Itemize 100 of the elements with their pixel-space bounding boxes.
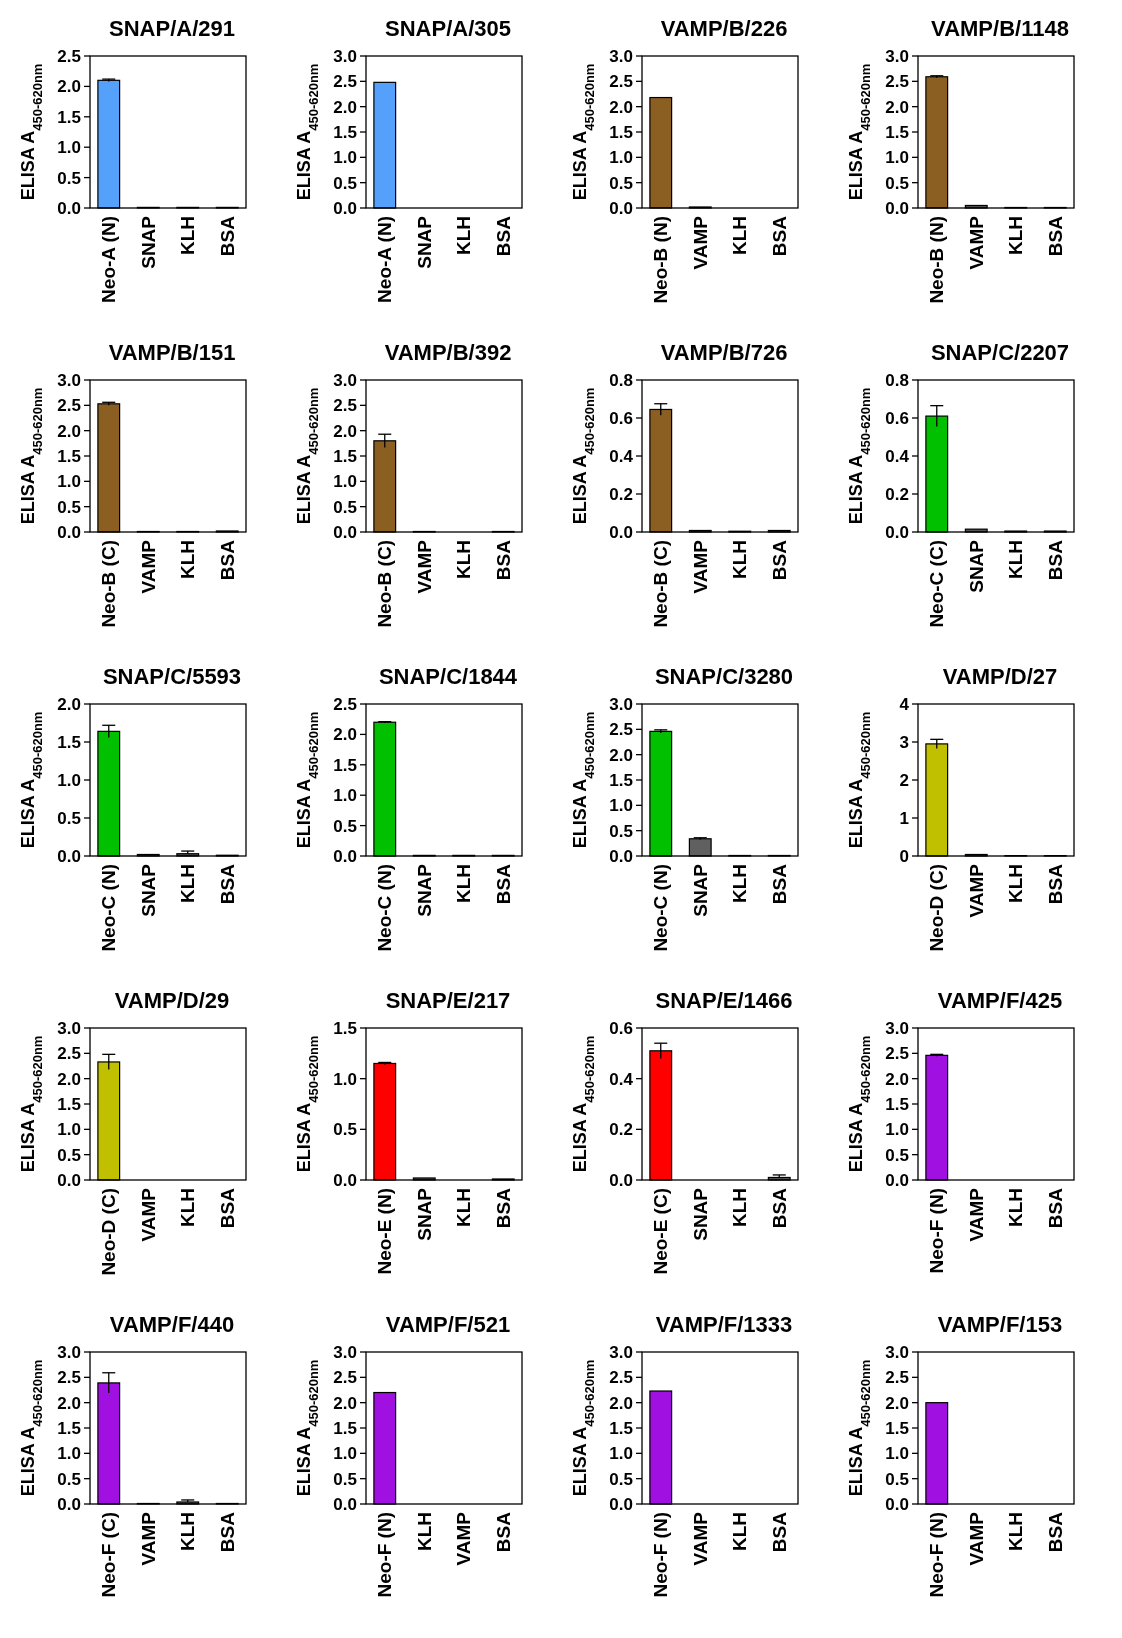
- y-tick-label: 4: [899, 694, 910, 714]
- y-tick-label: 3.0: [333, 370, 357, 390]
- x-tick-label: Neo-D (C): [926, 864, 948, 952]
- y-tick-label: 1.0: [885, 1120, 909, 1140]
- x-tick-label: Neo-F (N): [926, 1512, 948, 1598]
- x-tick-label: KLH: [1005, 1512, 1027, 1552]
- y-tick-label: 2.5: [57, 1044, 81, 1064]
- chart-title: VAMP/F/521: [385, 1312, 511, 1337]
- chart-title: VAMP/F/440: [109, 1312, 235, 1337]
- y-tick-label: 0.0: [57, 1494, 81, 1514]
- x-tick-label: VAMP: [413, 539, 435, 594]
- x-tick-label: BSA: [768, 1187, 790, 1229]
- y-tick-label: 1.5: [57, 1418, 81, 1438]
- y-tick-label: 0.0: [609, 198, 633, 218]
- y-tick-label: 0.0: [609, 1494, 633, 1514]
- x-tick-label: BSA: [216, 539, 238, 581]
- x-tick-label: SNAP: [413, 863, 435, 917]
- x-tick-label: SNAP: [137, 215, 159, 269]
- y-tick-label: 2.5: [885, 72, 909, 92]
- y-tick-label: 0.5: [333, 173, 357, 193]
- chart-title: VAMP/F/1333: [655, 1312, 793, 1337]
- y-tick-label: 1.0: [609, 796, 633, 816]
- y-tick-label: 1.0: [333, 472, 357, 492]
- y-tick-label: 2.0: [885, 1393, 909, 1413]
- y-tick-label: 0.0: [885, 198, 909, 218]
- x-tick-label: Neo-E (N): [374, 1188, 396, 1275]
- y-tick-label: 0.5: [333, 497, 357, 517]
- y-tick-label: 0.0: [609, 1170, 633, 1190]
- y-tick-label: 2.5: [333, 396, 357, 416]
- y-tick-label: 0.2: [609, 484, 633, 504]
- x-tick-label: KLH: [177, 216, 199, 256]
- y-tick-label: 3.0: [609, 694, 633, 714]
- chart-title: VAMP/B/392: [384, 340, 512, 365]
- x-tick-label: BSA: [1044, 539, 1066, 581]
- y-tick-label: 0.5: [885, 173, 909, 193]
- x-tick-label: BSA: [1044, 1511, 1066, 1553]
- y-tick-label: 1.5: [333, 1418, 357, 1438]
- x-tick-label: KLH: [729, 540, 751, 580]
- y-tick-label: 0.8: [609, 370, 633, 390]
- x-tick-label: KLH: [177, 1188, 199, 1228]
- x-tick-label: Neo-E (C): [650, 1188, 672, 1275]
- y-tick-label: 1.5: [609, 122, 633, 142]
- x-tick-label: KLH: [1005, 864, 1027, 904]
- x-tick-label: BSA: [1044, 863, 1066, 905]
- y-tick-label: 3.0: [57, 1342, 81, 1362]
- x-tick-label: KLH: [729, 864, 751, 904]
- y-tick-label: 1.0: [333, 786, 357, 806]
- x-tick-label: Neo-F (N): [650, 1512, 672, 1598]
- y-tick-label: 1.0: [57, 770, 81, 790]
- y-tick-label: 1.5: [333, 122, 357, 142]
- x-tick-label: Neo-C (N): [98, 864, 120, 952]
- y-tick-label: 2.5: [609, 720, 633, 740]
- y-tick-label: 2.5: [609, 72, 633, 92]
- chart-title: SNAP/A/291: [109, 16, 235, 41]
- y-tick-label: 1.0: [57, 138, 81, 158]
- x-tick-label: BSA: [492, 539, 514, 581]
- y-tick-label: 1.5: [57, 446, 81, 466]
- y-tick-label: 0.5: [333, 816, 357, 836]
- y-tick-label: 2.0: [333, 725, 357, 745]
- y-tick-label: 0.5: [57, 1469, 81, 1489]
- y-tick-label: 0.5: [609, 821, 633, 841]
- y-tick-label: 1.5: [609, 770, 633, 790]
- chart-title: SNAP/C/3280: [654, 664, 794, 689]
- y-tick-label: 2.5: [333, 694, 357, 714]
- x-tick-label: SNAP: [413, 1187, 435, 1241]
- y-tick-label: 0.0: [333, 1494, 357, 1514]
- x-tick-label: VAMP: [965, 863, 987, 918]
- x-tick-label: KLH: [177, 864, 199, 904]
- y-tick-label: 0.5: [57, 808, 81, 828]
- x-tick-label: VAMP: [137, 1511, 159, 1566]
- y-tick-label: 0.5: [57, 1145, 81, 1165]
- chart-title: VAMP/B/151: [108, 340, 236, 365]
- x-tick-label: SNAP: [689, 1187, 711, 1241]
- x-tick-label: KLH: [453, 864, 475, 904]
- chart-title: SNAP/A/305: [385, 16, 511, 41]
- y-tick-label: 0.5: [609, 173, 633, 193]
- x-tick-label: KLH: [177, 540, 199, 580]
- x-tick-label: VAMP: [689, 539, 711, 594]
- y-tick-label: 1.0: [57, 472, 81, 492]
- y-tick-label: 2.0: [333, 97, 357, 117]
- y-tick-label: 2.0: [57, 421, 81, 441]
- y-tick-label: 1.0: [885, 1444, 909, 1464]
- y-tick-label: 1.0: [333, 148, 357, 168]
- y-tick-label: 2.0: [57, 1393, 81, 1413]
- y-tick-label: 0.0: [885, 1494, 909, 1514]
- y-tick-label: 0.8: [885, 370, 909, 390]
- y-tick-label: 0.2: [885, 484, 909, 504]
- y-tick-label: 0.6: [609, 1018, 633, 1038]
- y-tick-label: 0.0: [333, 846, 357, 866]
- x-tick-label: SNAP: [689, 863, 711, 917]
- x-tick-label: BSA: [768, 539, 790, 581]
- y-tick-label: 0.5: [57, 497, 81, 517]
- y-tick-label: 1.5: [609, 1418, 633, 1438]
- x-tick-label: BSA: [1044, 1187, 1066, 1229]
- y-tick-label: 2.5: [57, 46, 81, 66]
- x-tick-label: Neo-A (N): [374, 216, 396, 303]
- x-tick-label: Neo-F (N): [374, 1512, 396, 1598]
- chart-title: SNAP/E/217: [385, 988, 511, 1013]
- y-tick-label: 0.5: [885, 1469, 909, 1489]
- y-tick-label: 2.5: [609, 1368, 633, 1388]
